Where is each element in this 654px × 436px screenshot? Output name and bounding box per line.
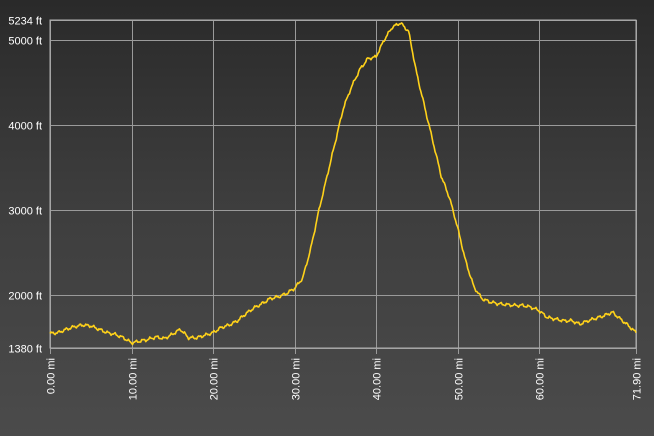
- series-layer: [49, 22, 637, 346]
- x-tick-label: 20.00 mi: [209, 358, 221, 400]
- x-tick-label: 0.00 mi: [46, 358, 58, 394]
- x-tick-label: 10.00 mi: [128, 358, 140, 400]
- y-tick-label: 4000 ft: [8, 121, 42, 133]
- grid-lines: [50, 20, 637, 354]
- x-tick-label: 30.00 mi: [291, 358, 303, 400]
- y-tick-label: 2000 ft: [8, 291, 42, 303]
- y-tick-label: 1380 ft: [8, 344, 42, 356]
- x-tick-label: 60.00 mi: [535, 358, 547, 400]
- y-tick-label: 3000 ft: [8, 206, 42, 218]
- x-tick-label: 50.00 mi: [454, 358, 466, 400]
- x-tick-label: 40.00 mi: [372, 358, 384, 400]
- x-tick-labels: 0.00 mi 10.00 mi 20.00 mi 30.00 mi 40.00 mi 5…: [46, 358, 644, 400]
- y-tick-label: 5234 ft: [8, 16, 42, 28]
- y-tick-labels: 1380 ft 2000 ft 3000 ft 4000 ft 5000 ft 5234 …: [8, 16, 42, 356]
- plot-frame: [49, 19, 637, 349]
- elevation-profile-line: [49, 22, 637, 346]
- y-tick-label: 5000 ft: [8, 36, 42, 48]
- x-tick-label: 71.90 mi: [632, 358, 644, 400]
